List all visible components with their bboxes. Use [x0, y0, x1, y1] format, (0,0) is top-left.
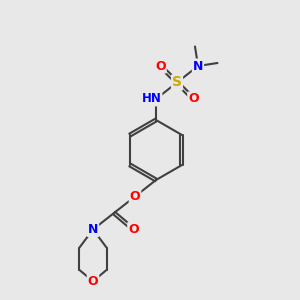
Text: HN: HN: [142, 92, 161, 106]
Text: N: N: [193, 59, 203, 73]
Text: O: O: [130, 190, 140, 203]
Text: O: O: [188, 92, 199, 106]
Text: O: O: [128, 223, 139, 236]
Text: N: N: [88, 223, 98, 236]
Text: O: O: [88, 275, 98, 288]
Text: O: O: [155, 59, 166, 73]
Text: S: S: [172, 76, 182, 89]
